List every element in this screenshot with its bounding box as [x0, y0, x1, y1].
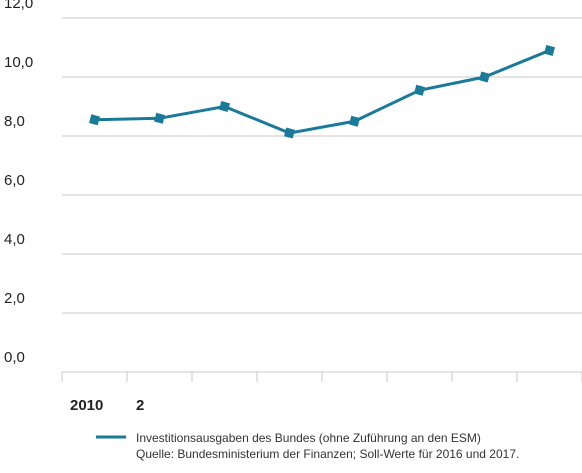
marker	[153, 112, 166, 124]
marker	[218, 100, 231, 113]
y-tick-label: 6,0	[4, 172, 25, 189]
y-tick-label: 10,0	[4, 54, 33, 71]
series-line	[94, 49, 551, 135]
marker	[413, 84, 426, 96]
marker	[348, 115, 361, 127]
y-tick-label: 4,0	[4, 231, 25, 248]
marker	[88, 114, 101, 126]
source-note: Quelle: Bundesministerium der Finanzen; …	[136, 447, 519, 461]
y-tick-label: 0,0	[4, 349, 25, 366]
x-tick-label: 2010	[70, 397, 103, 414]
x-tick-label: 2	[136, 397, 144, 414]
y-tick-label: 8,0	[4, 113, 25, 130]
legend-label: Investitionsausgaben des Bundes (ohne Zu…	[136, 431, 481, 445]
marker	[543, 44, 556, 56]
y-tick-label: 2,0	[4, 290, 25, 307]
marker	[283, 127, 296, 139]
y-tick-label: 12,0	[4, 0, 33, 12]
marker	[478, 71, 491, 83]
